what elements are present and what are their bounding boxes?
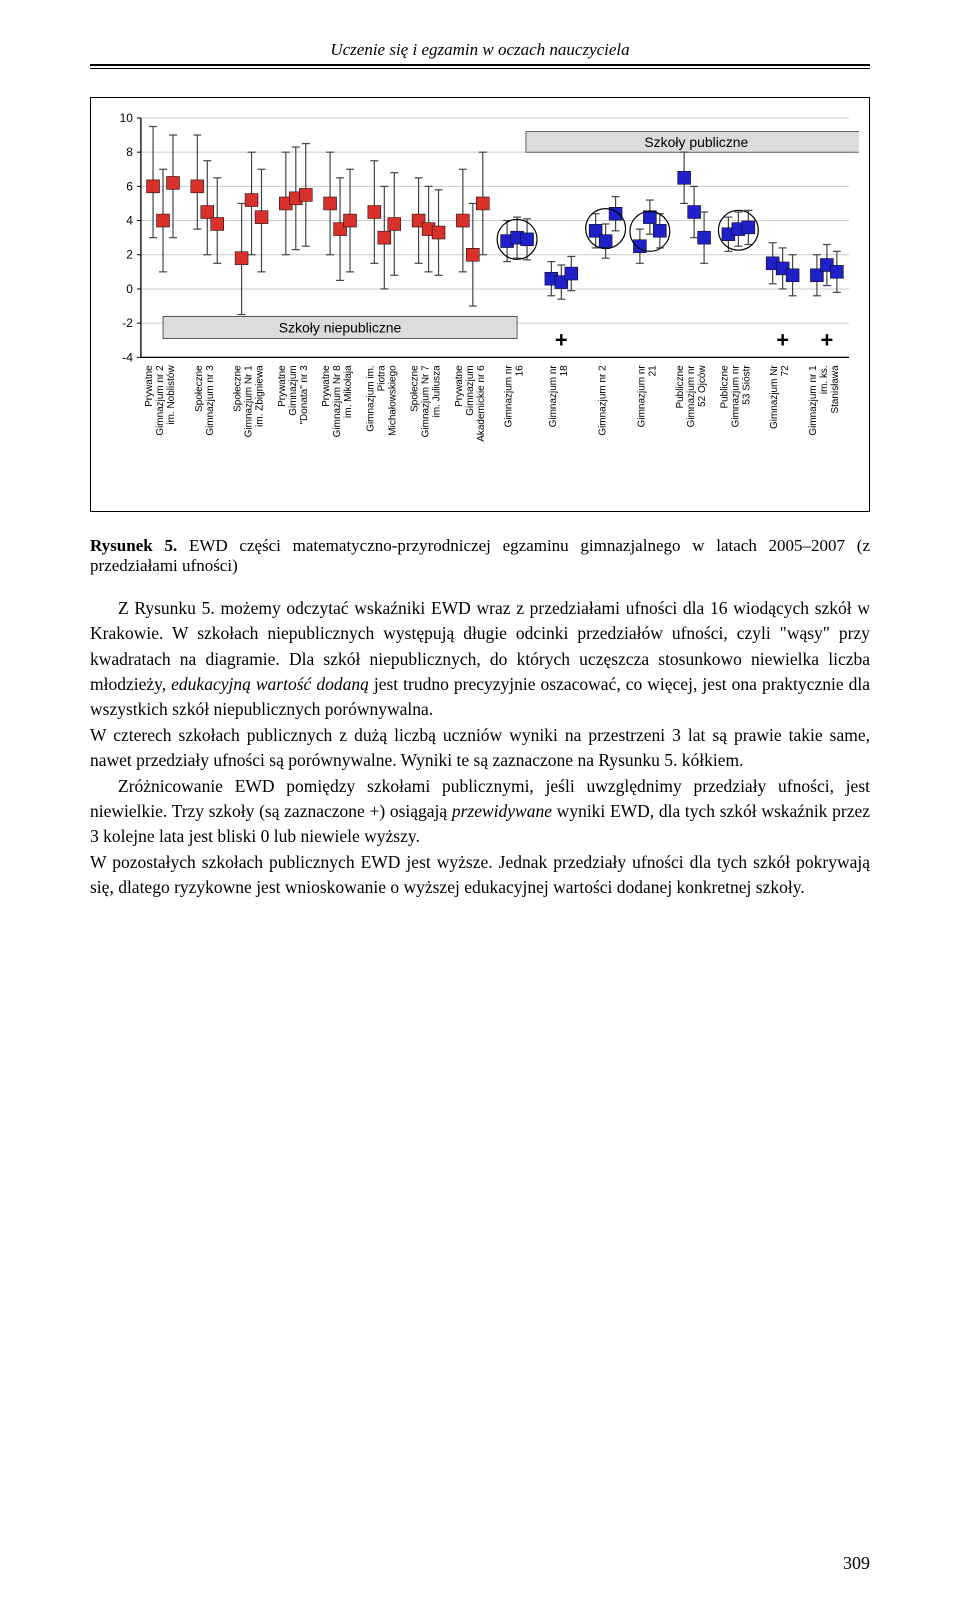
figure-caption-rest: EWD części matematyczno-przyrodniczej eg… (90, 536, 870, 575)
svg-text:im. Juliusza: im. Juliusza (432, 365, 443, 418)
svg-text:Gimnazjum nr: Gimnazjum nr (504, 365, 515, 428)
svg-text:Piotra: Piotra (376, 365, 387, 391)
svg-text:im. Zbigniewa: im. Zbigniewa (255, 365, 266, 427)
svg-text:18: 18 (559, 365, 570, 377)
svg-text:Gimnazjum im.: Gimnazjum im. (365, 365, 376, 431)
svg-text:6: 6 (126, 179, 133, 193)
svg-text:Gimnazjum nr 3: Gimnazjum nr 3 (205, 365, 216, 436)
page-number: 309 (843, 1553, 870, 1574)
svg-text:53 Sióstr: 53 Sióstr (741, 365, 752, 405)
svg-text:Stanisława: Stanisława (830, 365, 841, 414)
svg-text:Gimnazjum nr: Gimnazjum nr (548, 365, 559, 428)
header-rule-thick (90, 64, 870, 66)
svg-text:Gimnazjum nr: Gimnazjum nr (730, 365, 741, 428)
svg-text:+: + (820, 328, 833, 353)
svg-text:Gimnazjum nr: Gimnazjum nr (686, 365, 697, 428)
svg-text:Prywatne: Prywatne (454, 365, 465, 407)
svg-text:0: 0 (126, 282, 133, 296)
figure-caption: Rysunek 5. EWD części matematyczno-przyr… (90, 536, 870, 576)
svg-text:Prywatne: Prywatne (321, 365, 332, 407)
svg-text:+: + (555, 328, 568, 353)
svg-text:Gimnazjum nr 2: Gimnazjum nr 2 (155, 365, 166, 436)
svg-text:-4: -4 (122, 350, 133, 364)
svg-text:Gimnazjum Nr 8: Gimnazjum Nr 8 (332, 365, 343, 437)
svg-text:72: 72 (780, 365, 791, 377)
svg-text:16: 16 (515, 365, 526, 377)
svg-text:-2: -2 (122, 316, 133, 330)
svg-text:4: 4 (126, 214, 133, 228)
body-paragraph: W czterech szkołach publicznych z dużą l… (90, 723, 870, 774)
svg-text:Gimnazjum nr: Gimnazjum nr (636, 365, 647, 428)
svg-text:im. Mikołaja: im. Mikołaja (343, 365, 354, 418)
svg-text:8: 8 (126, 145, 133, 159)
svg-text:Społeczne: Społeczne (233, 365, 244, 412)
svg-text:Społeczne: Społeczne (194, 365, 205, 412)
body-paragraph: W pozostałych szkołach publicznych EWD j… (90, 850, 870, 901)
svg-text:Prywatne: Prywatne (144, 365, 155, 407)
svg-text:Gimnazjum Nr 7: Gimnazjum Nr 7 (421, 365, 432, 437)
svg-text:Gimnazjum: Gimnazjum (465, 365, 476, 415)
figure-chart-frame: -4 -2 0 2 4 6 8 10 Szkoły niepubliczne Szkoły pub… (90, 97, 870, 512)
svg-text:Szkoły publiczne: Szkoły publiczne (644, 134, 748, 150)
body-paragraph: Zróżnicowanie EWD pomiędzy szkołami publ… (90, 774, 870, 850)
svg-text:im. Noblistów: im. Noblistów (166, 365, 177, 425)
header-rule-thin (90, 68, 870, 69)
svg-text:Gimnazjum nr 2: Gimnazjum nr 2 (598, 365, 609, 436)
figure-caption-lead: Rysunek 5. (90, 536, 177, 555)
svg-text:Akademickie nr 6: Akademickie nr 6 (476, 365, 487, 442)
body-text: Z Rysunku 5. możemy odczytać wskaźniki E… (90, 596, 870, 901)
svg-text:2: 2 (126, 248, 133, 262)
svg-text:Gimnazjum: Gimnazjum (288, 365, 299, 415)
ewd-chart: -4 -2 0 2 4 6 8 10 Szkoły niepubliczne Szkoły pub… (101, 108, 859, 507)
svg-text:Gimnazjum Nr 1: Gimnazjum Nr 1 (244, 365, 255, 437)
svg-text:10: 10 (120, 111, 134, 125)
svg-text:Prywatne: Prywatne (277, 365, 288, 407)
svg-text:Społeczne: Społeczne (410, 365, 421, 412)
svg-text:+: + (776, 328, 789, 353)
running-head: Uczenie się i egzamin w oczach nauczycie… (90, 40, 870, 60)
svg-text:Gimnazjum Nr: Gimnazjum Nr (769, 365, 780, 429)
svg-text:Michałowskiego: Michałowskiego (387, 365, 398, 436)
body-paragraph: Z Rysunku 5. możemy odczytać wskaźniki E… (90, 596, 870, 723)
svg-text:Publiczne: Publiczne (719, 365, 730, 409)
svg-text:Gimnazjum nr 1: Gimnazjum nr 1 (808, 365, 819, 436)
svg-text:"Donata" nr 3: "Donata" nr 3 (299, 365, 310, 425)
svg-text:im. ks.: im. ks. (819, 365, 830, 394)
svg-text:21: 21 (647, 365, 658, 377)
svg-text:Szkoły niepubliczne: Szkoły niepubliczne (279, 319, 402, 335)
svg-text:52 Ojców: 52 Ojców (697, 365, 708, 407)
svg-text:Publiczne: Publiczne (675, 365, 686, 409)
